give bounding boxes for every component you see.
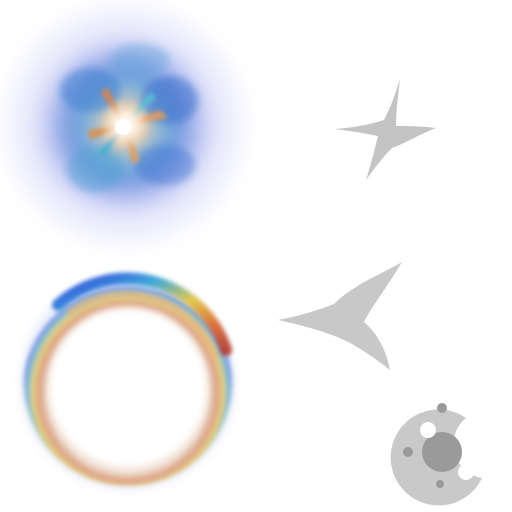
sparkle-star-sprite — [334, 78, 436, 180]
cratered-moon-sprite — [390, 403, 482, 506]
lens-flare-burst-sprite — [7, 7, 243, 243]
crescent-swoosh-sprite — [278, 262, 402, 370]
rainbow-halo-ring-sprite — [20, 272, 236, 490]
